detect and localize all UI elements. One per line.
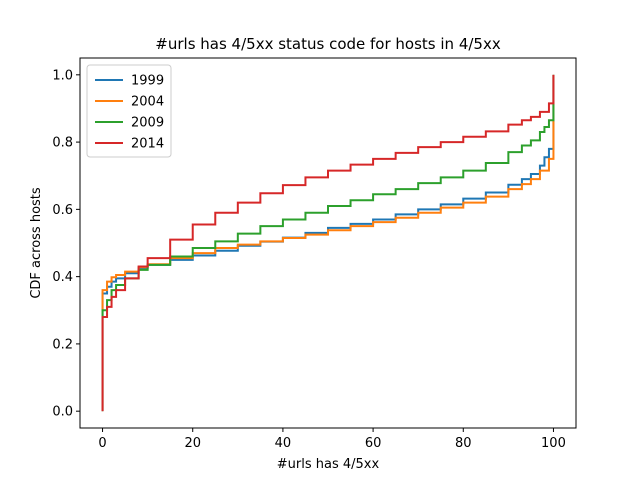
legend-label: 1999 [131,74,164,89]
chart-title: #urls has 4/5xx status code for hosts in… [155,35,501,53]
x-tick-label: 100 [541,436,566,451]
y-tick-label: 0.4 [52,270,73,285]
series-line-2004 [101,74,555,412]
y-tick-label: 0.2 [52,337,73,352]
legend: 1999 2004 2009 2014 [86,64,172,158]
x-tick-label: 40 [275,436,292,451]
x-tick-label: 60 [365,436,382,451]
x-tick-label: 20 [184,436,201,451]
y-tick-label: 0.0 [52,405,73,420]
legend-label: 2009 [131,116,164,131]
x-tick-label: 0 [98,436,106,451]
plot-area [101,74,555,412]
legend-label: 2004 [131,95,164,110]
x-axis-label: #urls has 4/5xx [277,457,380,472]
y-tick-label: 1.0 [52,68,73,83]
legend-label: 2014 [131,137,164,152]
y-tick-label: 0.8 [52,136,73,151]
y-tick-label: 0.6 [52,203,73,218]
y-axis-label: CDF across hosts [29,187,44,299]
series-line-2014 [101,74,555,412]
axes-frame [79,57,577,429]
x-tick-label: 80 [455,436,472,451]
series-line-1999 [101,74,555,412]
legend-box [86,64,172,158]
x-axis: 0 20 40 60 80 100 [98,428,566,451]
y-axis: 0.0 0.2 0.4 0.6 0.8 1.0 [52,68,80,420]
